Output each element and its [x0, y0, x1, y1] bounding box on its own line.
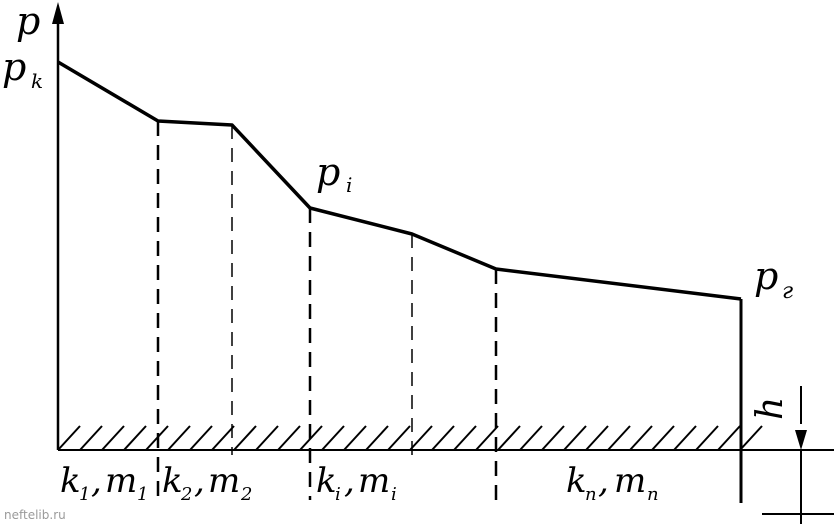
svg-text:1: 1: [137, 484, 148, 505]
hatch-stroke: [233, 425, 257, 451]
hatch-stroke: [453, 425, 477, 451]
svg-text:i: i: [335, 484, 341, 505]
hatch-stroke: [541, 425, 565, 451]
hatch-stroke: [629, 425, 653, 451]
ground-hatching: [57, 425, 763, 451]
svg-text:2: 2: [180, 484, 192, 505]
hatch-stroke: [101, 425, 125, 451]
hatch-stroke: [563, 425, 587, 451]
hatch-stroke: [387, 425, 411, 451]
hatch-stroke: [321, 425, 345, 451]
depth-arrowhead-down: [795, 430, 807, 450]
hatch-stroke: [211, 425, 235, 451]
svg-text:p: p: [316, 150, 340, 194]
svg-text:k: k: [566, 461, 587, 501]
hatch-stroke: [695, 425, 719, 451]
svg-text:k: k: [31, 69, 43, 93]
layer-label-n: k n , m n: [566, 461, 659, 505]
depth-marker: h: [750, 386, 834, 524]
svg-text:m: m: [105, 461, 137, 501]
hatch-stroke: [189, 425, 213, 451]
svg-text:2: 2: [240, 484, 252, 505]
hatch-stroke: [651, 425, 675, 451]
layer-label-1: k 1 , m 1: [60, 461, 148, 505]
svg-text:,: ,: [91, 461, 102, 501]
label-p-k: p k: [2, 45, 43, 93]
hatch-stroke: [277, 425, 301, 451]
y-axis-arrowhead: [52, 2, 64, 24]
svg-text:k: k: [60, 461, 81, 501]
depth-label: h: [750, 397, 791, 420]
svg-text:1: 1: [79, 484, 90, 505]
hatch-stroke: [739, 425, 763, 451]
hatch-stroke: [431, 425, 455, 451]
svg-text:,: ,: [598, 461, 609, 501]
svg-text:,: ,: [194, 461, 205, 501]
hatch-stroke: [673, 425, 697, 451]
hatch-stroke: [519, 425, 543, 451]
svg-text:m: m: [614, 461, 646, 501]
hatch-stroke: [255, 425, 279, 451]
layer-label-2: k 2 , m 2: [162, 461, 252, 505]
hatch-stroke: [123, 425, 147, 451]
hatch-stroke: [365, 425, 389, 451]
svg-text:k: k: [162, 461, 183, 501]
svg-text:m: m: [358, 461, 390, 501]
svg-text:p: p: [2, 45, 26, 89]
label-p-i: p i: [316, 150, 352, 197]
svg-text:p: p: [754, 254, 778, 298]
hatch-stroke: [607, 425, 631, 451]
hatch-stroke: [79, 425, 103, 451]
svg-text:,: ,: [344, 461, 355, 501]
watermark: neftelib.ru: [4, 508, 66, 522]
hatch-stroke: [497, 425, 521, 451]
hatch-stroke: [409, 425, 433, 451]
svg-text:i: i: [391, 484, 397, 505]
hatch-stroke: [167, 425, 191, 451]
label-p-g: p г: [754, 254, 793, 304]
y-axis-label: p: [16, 0, 40, 43]
svg-text:г: г: [782, 279, 793, 304]
hatch-stroke: [717, 425, 741, 451]
svg-text:n: n: [647, 484, 659, 505]
svg-text:m: m: [208, 461, 240, 501]
svg-text:k: k: [316, 461, 337, 501]
hatch-stroke: [343, 425, 367, 451]
hatch-stroke: [475, 425, 499, 451]
pressure-curve: [57, 60, 742, 301]
svg-text:n: n: [585, 484, 597, 505]
hatch-stroke: [585, 425, 609, 451]
svg-text:i: i: [346, 173, 352, 197]
layer-label-i: k i , m i: [316, 461, 397, 505]
hatch-stroke: [57, 425, 81, 451]
